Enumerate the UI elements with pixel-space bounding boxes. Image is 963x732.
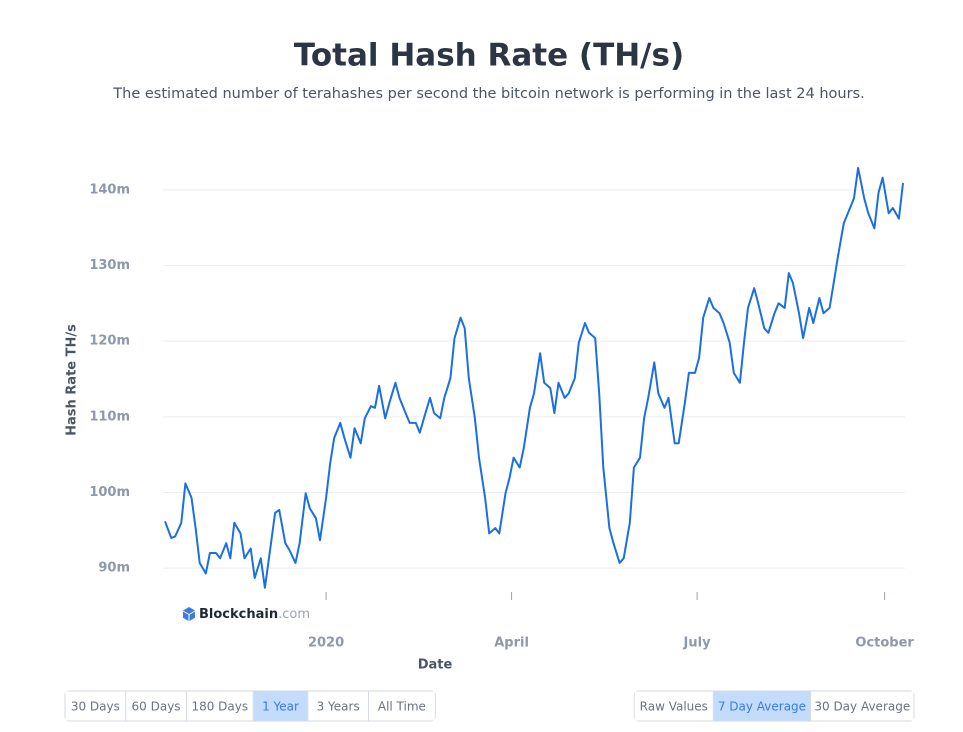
- button-group: Raw Values 7 Day Average 30 Day Average: [633, 690, 915, 722]
- x-tick-label: April: [494, 636, 529, 651]
- button-bg: [308, 691, 368, 721]
- brand: Blockchain.com: [183, 607, 310, 622]
- y-tick-label: 130m: [89, 258, 130, 273]
- button-bg: [811, 691, 914, 721]
- button-bg: [186, 691, 253, 721]
- button-group: 30 Days 60 Days 180 Days 1 Year 3 Years All T…: [64, 690, 436, 722]
- x-tick-label: July: [683, 636, 712, 651]
- button-label: All Time: [378, 700, 426, 714]
- x-tick-label: 2020: [308, 636, 344, 651]
- button[interactable]: 60 Days: [125, 691, 186, 721]
- y-axis-label: Hash Rate TH/s: [65, 324, 80, 436]
- y-tick-label: 140m: [89, 182, 130, 197]
- button-label: Raw Values: [640, 700, 708, 714]
- brand-suffix: .com: [278, 607, 310, 622]
- y-tick-label: 90m: [98, 561, 130, 576]
- data-line: [164, 166, 904, 589]
- button-bg: [369, 691, 435, 721]
- button[interactable]: All Time: [368, 691, 435, 721]
- button[interactable]: 30 Day Average: [810, 691, 914, 721]
- button-label: 1 Year: [262, 700, 299, 714]
- chart-subtitle: The estimated number of terahashes per s…: [112, 86, 864, 102]
- button[interactable]: 30 Days: [65, 691, 126, 721]
- button[interactable]: 180 Days: [185, 691, 253, 721]
- chart-title: Total Hash Rate (TH/s): [294, 38, 684, 74]
- button[interactable]: 7 Day Average: [712, 691, 811, 721]
- y-tick-label: 100m: [89, 485, 130, 500]
- y-tick-label: 110m: [89, 409, 130, 424]
- button-bg: [634, 691, 713, 721]
- x-axis-label: Date: [418, 658, 453, 673]
- button[interactable]: 1 Year: [252, 691, 308, 721]
- button[interactable]: 3 Years: [307, 691, 368, 721]
- brand-icon: [183, 607, 195, 621]
- x-tick-label: October: [855, 636, 914, 651]
- button-bg: [126, 691, 186, 721]
- button-bg: [713, 691, 811, 721]
- brand-name-text: Blockchain: [199, 607, 278, 622]
- button-label: 7 Day Average: [718, 700, 806, 714]
- brand-name: Blockchain.com: [199, 607, 310, 622]
- button-label: 180 Days: [191, 700, 248, 714]
- button[interactable]: Raw Values: [634, 691, 713, 721]
- y-tick-label: 120m: [89, 334, 130, 349]
- button-label: 30 Day Average: [814, 700, 910, 714]
- button-bg: [253, 691, 308, 721]
- button-label: 30 Days: [71, 700, 120, 714]
- button-bg: [65, 691, 126, 721]
- button-label: 3 Years: [317, 700, 360, 714]
- button-label: 60 Days: [132, 700, 181, 714]
